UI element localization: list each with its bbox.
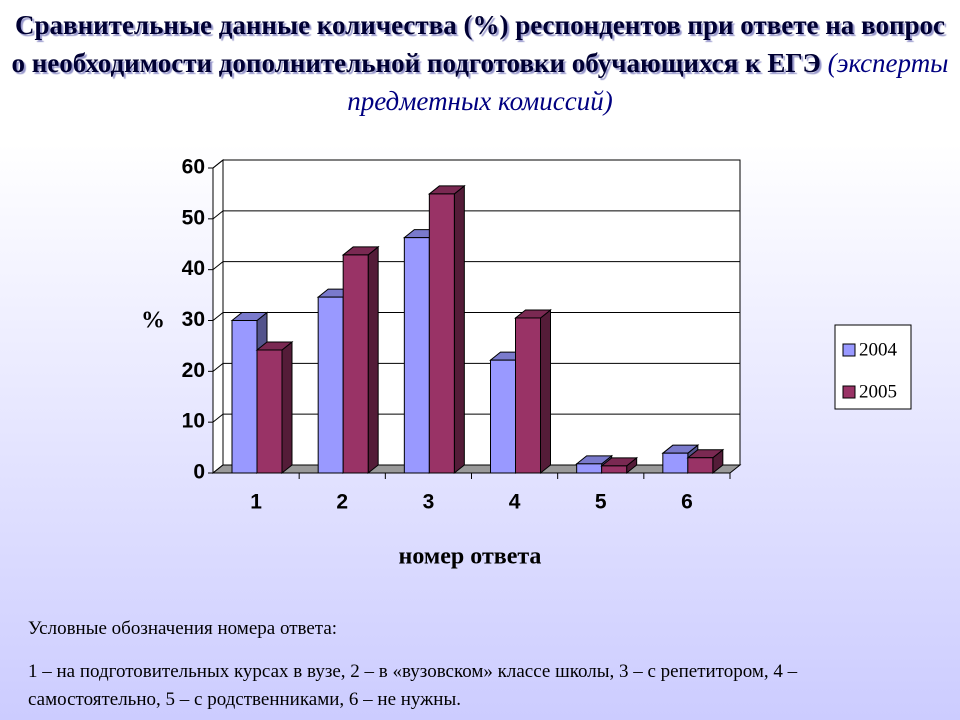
chart-subtitle: (эксперты предметных комиссий)	[347, 48, 949, 116]
bar	[317, 296, 344, 474]
y-tick-label: 40	[182, 257, 205, 280]
bar	[490, 359, 516, 474]
x-tick-label: 1	[250, 491, 262, 514]
y-axis-label: %	[141, 308, 165, 334]
x-tick-label: 4	[509, 491, 521, 514]
legend-note-title: Условные обозначения номера ответа:	[28, 618, 338, 639]
bar	[231, 320, 258, 474]
y-tick-label: 60	[182, 156, 205, 179]
bar-side	[367, 245, 379, 475]
bar	[515, 317, 541, 474]
floor	[211, 464, 742, 474]
y-tick-label: 50	[182, 206, 205, 229]
bar	[403, 237, 430, 474]
legend-swatch	[842, 343, 856, 357]
chart: % номер ответа 0 10 20 30 40 50 60 1 2 3 4 5 6 2004 20…	[141, 156, 912, 570]
bar	[256, 349, 283, 474]
grid-line	[212, 362, 224, 372]
x-tick-label: 2	[336, 491, 348, 514]
y-tick-label: 10	[182, 410, 205, 433]
bar	[687, 457, 714, 474]
chart-title-block: Сравнительные данные количества (%) респ…	[10, 6, 950, 120]
x-tick-label: 6	[681, 491, 693, 514]
bar	[342, 254, 369, 474]
x-axis-label: номер ответа	[399, 544, 542, 570]
legend-label: 2005	[859, 381, 897, 402]
x-tick-label: 3	[423, 491, 435, 514]
x-tick-label: 5	[595, 491, 607, 514]
grid-line	[212, 159, 224, 169]
bar	[662, 452, 689, 474]
bar-side	[540, 308, 551, 475]
y-tick-label: 20	[182, 359, 205, 382]
grid-line	[212, 413, 224, 423]
grid-line	[212, 312, 224, 321]
legend-note: 1 – на подготовительных курсах в вузе, 2…	[28, 661, 798, 710]
bar-side	[281, 340, 293, 475]
bar	[576, 463, 603, 474]
grid-line	[212, 261, 224, 271]
bar-side	[453, 184, 465, 475]
bar	[428, 193, 455, 474]
y-tick-label: 0	[193, 461, 205, 484]
y-tick-label: 30	[182, 308, 205, 331]
legend-label: 2004	[859, 339, 898, 360]
bar	[601, 465, 628, 474]
legend-swatch	[842, 385, 856, 399]
chart-title: Сравнительные данные количества (%) респ…	[11, 10, 946, 78]
grid-line	[212, 210, 224, 220]
